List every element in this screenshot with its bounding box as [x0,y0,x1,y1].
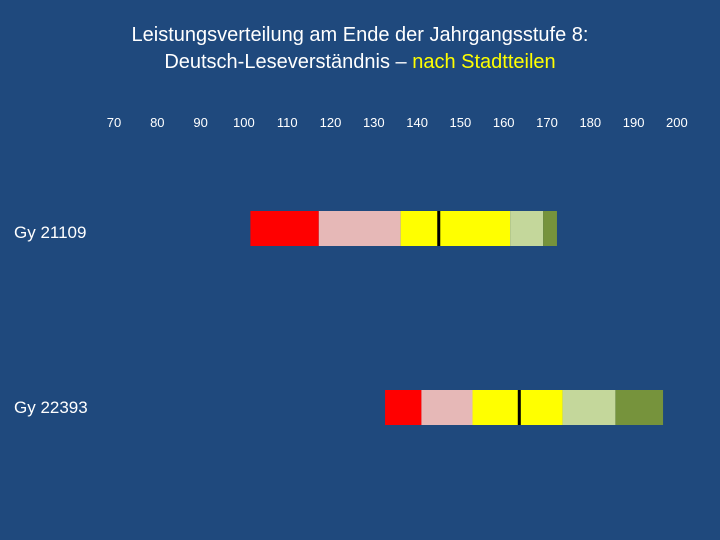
x-tick-label: 140 [406,115,428,130]
bar-segment [510,211,544,246]
title-line-2-highlight: nach Stadtteilen [412,51,556,73]
bar-segment [472,390,521,425]
bar-segment [400,211,441,246]
median-marker [517,390,521,425]
x-tick-label: 90 [193,115,207,130]
x-tick-label: 120 [320,115,342,130]
title-line-1: Leistungsverteilung am Ende der Jahrgang… [131,24,589,46]
category-label: Gy 21109 [14,223,86,242]
bar-segment [615,390,664,425]
bar-segment [562,390,616,425]
x-tick-label: 100 [233,115,255,130]
bar-segment [318,211,401,246]
median-marker [437,211,441,246]
x-tick-label: 110 [277,115,298,130]
category-label: Gy 22393 [14,398,88,417]
x-tick-label: 200 [666,115,688,130]
bar-segment [440,211,511,246]
bar-segment [250,211,319,246]
x-tick-label: 160 [493,115,515,130]
x-tick-label: 190 [623,115,645,130]
x-tick-label: 170 [536,115,558,130]
bar-segment [421,390,473,425]
x-tick-label: 130 [363,115,385,130]
chart-title: Leistungsverteilung am Ende der Jahrgang… [0,22,720,76]
title-line-2: Deutsch-Leseverständnis – nach Stadtteil… [0,49,720,76]
x-tick-label: 180 [579,115,601,130]
title-line-2-prefix: Deutsch-Leseverständnis – [164,51,413,73]
x-tick-label: 70 [107,115,121,130]
bar-segment [543,211,557,246]
x-tick-label: 80 [150,115,164,130]
bar-segment [385,390,422,425]
bar-segment [520,390,563,425]
x-tick-label: 150 [450,115,472,130]
